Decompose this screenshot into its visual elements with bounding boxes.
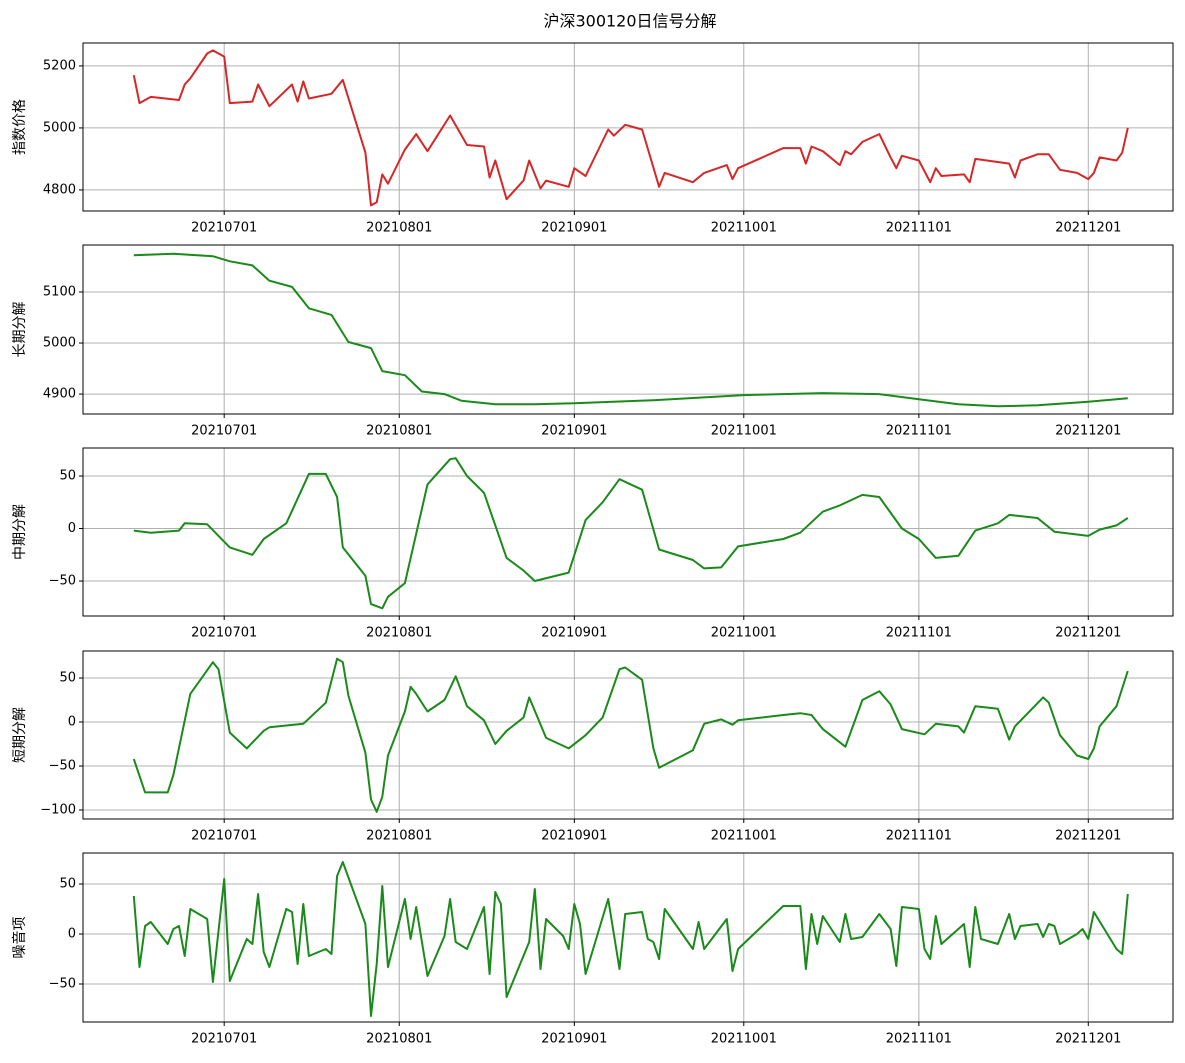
figure-title: 沪深300120日信号分解 [543, 12, 716, 31]
x-tick-label: 20211201 [1055, 829, 1121, 844]
x-tick-label: 20211101 [886, 829, 952, 844]
x-tick-label: 20211201 [1055, 1032, 1121, 1047]
x-tick-label: 20210801 [366, 221, 432, 236]
data-line [132, 657, 1129, 813]
x-tick-label: 20211101 [886, 1032, 952, 1047]
y-axis-label: 噪音项 [11, 917, 28, 959]
y-tick-label: 5100 [43, 284, 76, 299]
x-tick-label: 20211001 [711, 424, 777, 439]
axes-frame [82, 650, 1174, 820]
y-tick-label: 50 [59, 877, 76, 892]
y-tick-label: 5200 [43, 58, 76, 73]
data-line [133, 457, 1129, 610]
y-tick-label: 50 [59, 671, 76, 686]
x-tick-label: 20210701 [191, 829, 257, 844]
x-tick-label: 20211201 [1055, 626, 1121, 641]
y-tick-label: −50 [49, 977, 76, 992]
x-tick-label: 20211201 [1055, 424, 1121, 439]
y-tick-label: 0 [68, 927, 76, 942]
x-tick-label: 20211101 [886, 626, 952, 641]
x-tick-label: 20210701 [191, 626, 257, 641]
x-tick-label: 20210901 [541, 221, 607, 236]
x-tick-label: 20210901 [541, 829, 607, 844]
x-tick-label: 20211001 [711, 221, 777, 236]
y-tick-label: −50 [49, 759, 76, 774]
x-tick-label: 20210901 [541, 424, 607, 439]
x-tick-label: 20210701 [191, 221, 257, 236]
axes-frame [82, 244, 1174, 415]
x-tick-label: 20210801 [366, 626, 432, 641]
x-tick-label: 20211001 [711, 829, 777, 844]
y-tick-label: 5000 [43, 120, 76, 135]
data-line [133, 252, 1128, 408]
x-tick-label: 20210701 [191, 1032, 257, 1047]
x-tick-label: 20210701 [191, 424, 257, 439]
y-axis-label: 长期分解 [12, 302, 28, 358]
x-tick-label: 20211101 [886, 221, 952, 236]
x-tick-label: 20210801 [366, 829, 432, 844]
y-axis-label: 指数价格 [12, 99, 28, 155]
y-tick-label: 50 [59, 469, 76, 484]
axes-frame [82, 852, 1174, 1023]
x-tick-label: 20211101 [886, 424, 952, 439]
y-axis-label: 短期分解 [12, 707, 28, 763]
y-tick-label: 4900 [43, 387, 76, 402]
x-tick-label: 20211201 [1055, 221, 1121, 236]
axes-frame [82, 447, 1174, 617]
data-line [132, 861, 1129, 1017]
y-tick-label: 0 [68, 521, 76, 536]
y-tick-label: 5000 [43, 336, 76, 351]
y-tick-label: 4800 [43, 182, 76, 197]
axes-frame [82, 42, 1174, 212]
x-tick-label: 20210901 [541, 1032, 607, 1047]
x-tick-label: 20210801 [366, 1032, 432, 1047]
y-tick-label: −50 [49, 574, 76, 589]
y-axis-label: 中期分解 [12, 504, 28, 560]
x-tick-label: 20211001 [711, 1032, 777, 1047]
x-tick-label: 20210901 [541, 626, 607, 641]
x-tick-label: 20211001 [711, 626, 777, 641]
y-tick-label: −100 [40, 803, 76, 818]
y-tick-label: 0 [68, 715, 76, 730]
x-tick-label: 20210801 [366, 424, 432, 439]
data-line [132, 49, 1129, 207]
